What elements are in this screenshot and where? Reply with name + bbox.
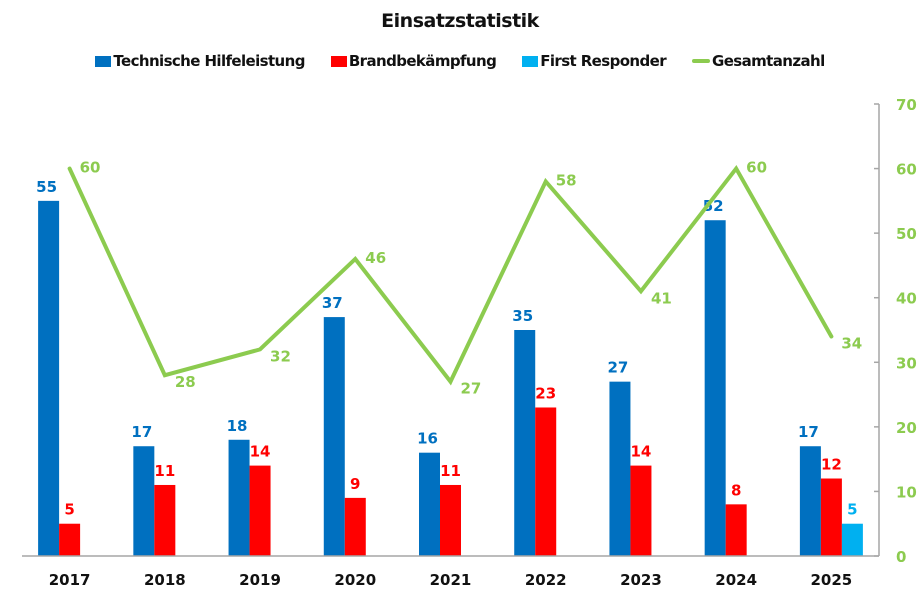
legend-swatch-red	[330, 55, 347, 67]
line-data-label: 27	[461, 380, 482, 398]
legend-label: Gesamtanzahl	[712, 52, 825, 70]
line-data-label: 41	[651, 289, 672, 307]
line-gesamtanzahl	[67, 164, 834, 386]
y-tick-label: 20	[896, 419, 917, 437]
bar	[704, 220, 726, 556]
bar	[514, 330, 536, 556]
legend-item-first-responder: First Responder	[522, 52, 667, 70]
data-label: 12	[821, 456, 842, 474]
x-tick-label: 2024	[715, 571, 757, 589]
bar	[38, 200, 60, 556]
bar	[820, 478, 842, 556]
data-label: 17	[131, 423, 152, 441]
legend-swatch-line	[692, 59, 711, 63]
data-label: 17	[798, 423, 819, 441]
line-data-label: 34	[841, 334, 862, 352]
data-label: 23	[535, 384, 556, 402]
data-label: 5	[64, 501, 74, 519]
y-tick-label: 70	[896, 96, 917, 114]
line-data-label: 28	[175, 373, 196, 391]
x-tick-label: 2020	[334, 571, 376, 589]
data-label: 14	[250, 443, 271, 461]
bar	[799, 446, 821, 556]
data-label: 11	[154, 462, 175, 480]
legend: Technische Hilfeleistung Brandbekämpfung…	[0, 52, 920, 70]
legend-item-technische-hilfeleistung: Technische Hilfeleistung	[95, 52, 305, 70]
data-label: 8	[731, 481, 741, 499]
data-label: 16	[417, 430, 438, 448]
legend-label: First Responder	[540, 52, 667, 70]
bar	[228, 439, 250, 556]
bar	[133, 446, 155, 556]
legend-swatch-blue	[95, 55, 112, 67]
legend-label: Technische Hilfeleistung	[113, 52, 305, 70]
line-data-label: 46	[365, 249, 386, 267]
y-tick-label: 60	[896, 161, 917, 179]
legend-item-brandbekaempfung: Brandbekämpfung	[330, 52, 497, 70]
bar	[344, 497, 366, 556]
line-data-label: 58	[556, 171, 577, 189]
bar	[440, 484, 461, 556]
x-tick-label: 2023	[620, 571, 662, 589]
x-tick-label: 2019	[239, 571, 281, 589]
y-tick-label: 10	[896, 483, 917, 501]
data-label: 55	[36, 178, 57, 196]
y-tick-label: 40	[896, 290, 917, 308]
legend-item-gesamtanzahl: Gesamtanzahl	[692, 52, 825, 70]
x-tick-label: 2017	[49, 571, 91, 589]
line-data-label: 32	[270, 347, 291, 365]
data-label: 18	[227, 417, 248, 435]
bar	[609, 381, 631, 556]
bar	[630, 465, 652, 556]
y-tick-label: 0	[896, 548, 906, 566]
legend-label: Brandbekämpfung	[348, 52, 497, 70]
data-label: 35	[512, 307, 533, 325]
data-label: 27	[608, 359, 629, 377]
x-tick-label: 2022	[525, 571, 567, 589]
bar	[154, 484, 176, 556]
bar	[419, 452, 440, 556]
bar	[249, 465, 271, 556]
bar	[323, 317, 345, 556]
chart-title: Einsatzstatistik	[381, 10, 539, 32]
data-label: 11	[440, 462, 461, 480]
data-label: 5	[847, 501, 857, 519]
bar	[535, 407, 557, 556]
data-label: 37	[322, 294, 343, 312]
y-tick-label: 50	[896, 225, 917, 243]
bar	[841, 523, 863, 556]
bar	[59, 523, 81, 556]
x-tick-label: 2025	[811, 571, 853, 589]
y-tick-label: 30	[896, 354, 917, 372]
line-data-label: 60	[80, 159, 101, 177]
legend-swatch-cyan	[522, 55, 539, 67]
data-label: 9	[350, 475, 360, 493]
line-data-label: 60	[746, 159, 767, 177]
data-label: 14	[631, 443, 652, 461]
x-tick-label: 2021	[430, 571, 472, 589]
bar	[725, 504, 747, 556]
x-tick-label: 2018	[144, 571, 186, 589]
